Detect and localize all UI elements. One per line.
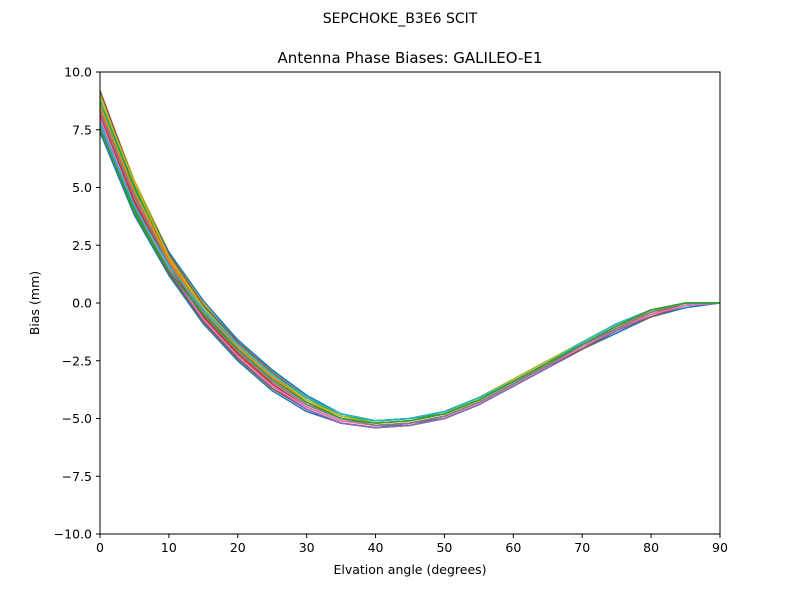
y-tick-label: 10.0 <box>64 65 92 80</box>
y-tick-label: 5.0 <box>72 180 92 195</box>
series-line-14 <box>99 115 721 427</box>
series-line-11 <box>99 97 720 422</box>
series-line-18 <box>99 110 720 427</box>
series-line-6 <box>99 120 721 429</box>
x-tick-label: 10 <box>161 540 177 555</box>
series-line-16 <box>99 90 720 422</box>
series-lines <box>99 90 721 429</box>
series-line-13 <box>99 99 720 422</box>
series-line-3 <box>99 127 721 429</box>
series-line-21 <box>99 129 720 424</box>
figure-suptitle: SEPCHOKE_B3E6 SCIT <box>323 11 478 27</box>
series-line-7 <box>99 113 720 427</box>
series-line-20 <box>99 122 720 422</box>
y-tick-label: 2.5 <box>72 238 92 253</box>
series-line-8 <box>99 108 720 424</box>
series-line-4 <box>99 110 720 427</box>
x-tick-label: 80 <box>643 540 659 555</box>
x-axis-ticks: 0 10 20 30 40 50 60 70 80 90 <box>96 534 728 555</box>
x-tick-label: 30 <box>299 540 315 555</box>
series-line-19 <box>99 97 720 424</box>
series-line-17 <box>99 117 721 427</box>
x-tick-label: 60 <box>505 540 521 555</box>
series-line-10 <box>99 101 720 422</box>
y-tick-label: 7.5 <box>72 122 92 137</box>
x-tick-label: 40 <box>368 540 384 555</box>
series-line-12 <box>99 106 720 424</box>
y-tick-label: −5.0 <box>62 411 92 426</box>
x-tick-label: 0 <box>96 540 104 555</box>
x-tick-label: 50 <box>436 540 452 555</box>
y-axis-ticks: 10.0 7.5 5.0 2.5 0.0 −2.5 −5.0 −7.5 −10.0 <box>54 65 100 542</box>
y-axis-label: Bias (mm) <box>27 271 42 335</box>
series-line-5 <box>99 117 721 427</box>
x-tick-label: 70 <box>574 540 590 555</box>
y-tick-label: −7.5 <box>62 469 92 484</box>
series-line-1 <box>99 131 721 429</box>
y-tick-label: −10.0 <box>54 527 92 542</box>
series-line-15 <box>99 124 721 429</box>
x-tick-label: 90 <box>712 540 728 555</box>
series-line-2 <box>99 104 720 424</box>
x-tick-label: 20 <box>230 540 246 555</box>
y-tick-label: −2.5 <box>62 353 92 368</box>
series-line-9 <box>99 92 720 422</box>
chart-title: Antenna Phase Biases: GALILEO-E1 <box>278 49 543 67</box>
x-axis-label: Elvation angle (degrees) <box>333 562 486 577</box>
y-tick-label: 0.0 <box>72 296 92 311</box>
